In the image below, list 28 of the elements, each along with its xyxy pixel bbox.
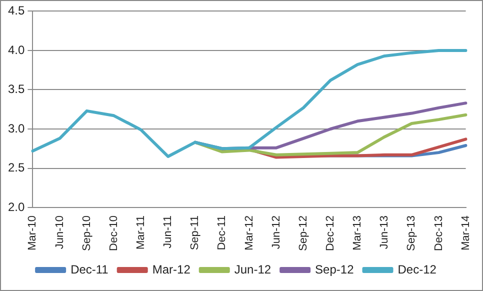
x-tick-label: Sep-11 bbox=[189, 216, 202, 250]
x-tick-label: Mar-11 bbox=[134, 216, 147, 250]
y-tick-label: 4.5 bbox=[8, 4, 25, 18]
legend-label: Sep-12 bbox=[315, 262, 354, 276]
x-tick-label: Jun-11 bbox=[162, 216, 174, 248]
x-tick-label: Sep-13 bbox=[406, 216, 418, 252]
y-tick-label: 3.0 bbox=[8, 121, 25, 136]
x-tick-label: Mar-13 bbox=[352, 216, 364, 250]
x-tick-label: Dec-10 bbox=[108, 216, 120, 251]
legend-label: Dec-11 bbox=[70, 262, 109, 276]
y-tick-label: 2.5 bbox=[8, 160, 25, 175]
x-tick-label: Mar-10 bbox=[26, 216, 39, 250]
legend-label: Dec-12 bbox=[398, 262, 437, 276]
x-tick-label: Jun-13 bbox=[378, 216, 391, 250]
x-tick-label: Dec-12 bbox=[324, 216, 336, 251]
y-tick-label: 3.5 bbox=[8, 82, 25, 96]
x-tick-label: Jun-10 bbox=[54, 216, 66, 250]
x-tick-label: Sep-12 bbox=[297, 216, 310, 252]
y-tick-label: 4.0 bbox=[8, 42, 25, 57]
y-tick-label: 2.0 bbox=[8, 200, 25, 214]
legend-label: Mar-12 bbox=[152, 262, 191, 276]
x-tick-label: Dec-11 bbox=[216, 216, 228, 250]
x-tick-label: Mar-12 bbox=[243, 216, 256, 250]
x-tick-label: Dec-13 bbox=[432, 216, 445, 251]
x-tick-label: Jun-12 bbox=[270, 216, 282, 250]
x-tick-label: Sep-10 bbox=[80, 216, 93, 252]
legend-label: Jun-12 bbox=[234, 262, 272, 276]
x-tick-label: Mar-14 bbox=[460, 216, 472, 250]
